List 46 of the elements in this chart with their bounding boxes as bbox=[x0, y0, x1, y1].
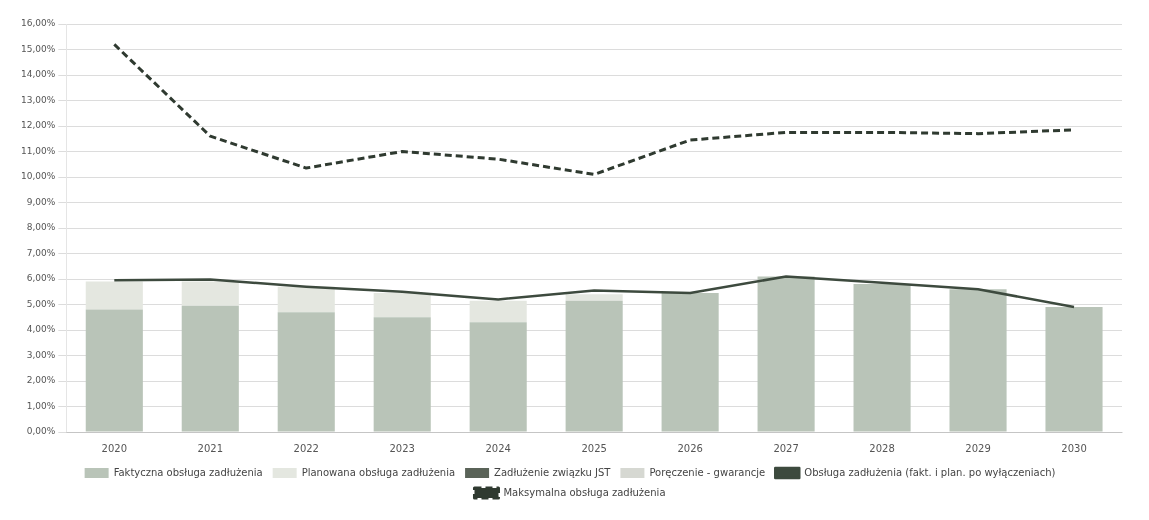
y-tick-label: 2,00% bbox=[26, 375, 56, 386]
bar bbox=[277, 312, 335, 432]
bar bbox=[661, 293, 719, 432]
x-tick-label: 2028 bbox=[869, 442, 895, 454]
bar bbox=[1045, 307, 1103, 432]
x-tick-label: 2021 bbox=[197, 442, 223, 454]
x-tick-label: 2027 bbox=[773, 442, 799, 454]
legend-label: Zadłużenie związku JST bbox=[494, 466, 612, 478]
y-tick-label: 5,00% bbox=[26, 298, 56, 309]
legend-label: Obsługa zadłużenia (fakt. i plan. po wyłączeniach) bbox=[804, 466, 1056, 478]
x-tick-label: 2030 bbox=[1061, 442, 1087, 454]
y-tick-label: 8,00% bbox=[26, 222, 56, 233]
legend-label: Faktyczna obsługa zadłużenia bbox=[113, 466, 263, 478]
y-tick-label: 10,00% bbox=[20, 171, 56, 182]
bar bbox=[469, 322, 527, 432]
y-tick-label: 14,00% bbox=[20, 69, 56, 80]
y-tick-label: 11,00% bbox=[20, 145, 56, 156]
legend-label: Maksymalna obsługa zadłużenia bbox=[503, 486, 666, 498]
bar bbox=[373, 317, 431, 432]
y-tick-label: 12,00% bbox=[20, 120, 56, 131]
y-tick-label: 0,00% bbox=[26, 426, 56, 437]
bar bbox=[853, 284, 911, 432]
y-tick-label: 1,00% bbox=[26, 400, 56, 411]
y-tick-label: 7,00% bbox=[26, 247, 56, 258]
x-tick-label: 2022 bbox=[293, 442, 319, 454]
x-tick-label: 2029 bbox=[965, 442, 991, 454]
x-tick-label: 2024 bbox=[485, 442, 511, 454]
bar bbox=[565, 294, 623, 301]
bar bbox=[565, 300, 623, 432]
x-tick-label: 2020 bbox=[101, 442, 128, 454]
y-tick-label: 3,00% bbox=[26, 349, 56, 360]
x-tick-label: 2025 bbox=[581, 442, 607, 454]
y-tick-label: 9,00% bbox=[26, 196, 56, 207]
legend-label: Planowana obsługa zadłużenia bbox=[301, 466, 456, 478]
bar bbox=[949, 289, 1007, 432]
y-tick-label: 15,00% bbox=[20, 43, 56, 54]
y-tick-label: 4,00% bbox=[26, 324, 56, 335]
bar bbox=[757, 276, 815, 432]
y-tick-label: 13,00% bbox=[20, 94, 56, 105]
x-tick-label: 2026 bbox=[677, 442, 703, 454]
legend-label: Poręczenie - gwarancje bbox=[649, 466, 766, 478]
bar bbox=[85, 309, 143, 432]
bar bbox=[181, 305, 239, 432]
y-tick-label: 16,00% bbox=[20, 18, 56, 29]
x-tick-label: 2023 bbox=[389, 442, 415, 454]
y-tick-label: 6,00% bbox=[26, 273, 56, 284]
